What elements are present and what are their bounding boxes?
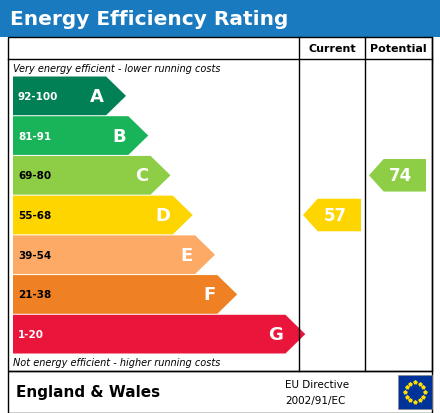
Text: 39-54: 39-54: [18, 250, 51, 260]
Bar: [0, 0, 440, 38]
Polygon shape: [13, 196, 193, 235]
Text: Potential: Potential: [370, 44, 427, 54]
Polygon shape: [13, 77, 126, 116]
Text: G: G: [268, 325, 283, 343]
Text: C: C: [136, 167, 149, 185]
Text: Current: Current: [308, 44, 356, 54]
Text: 74: 74: [389, 167, 412, 185]
Text: F: F: [203, 286, 215, 304]
Text: 2002/91/EC: 2002/91/EC: [285, 395, 345, 406]
Text: 1-20: 1-20: [18, 329, 44, 339]
Polygon shape: [303, 199, 361, 232]
Text: Not energy efficient - higher running costs: Not energy efficient - higher running co…: [13, 358, 220, 368]
Text: Very energy efficient - lower running costs: Very energy efficient - lower running co…: [13, 63, 220, 74]
Text: 57: 57: [323, 206, 346, 224]
Text: 92-100: 92-100: [18, 92, 59, 102]
Text: 55-68: 55-68: [18, 211, 51, 221]
Text: 21-38: 21-38: [18, 290, 51, 300]
Text: A: A: [90, 88, 104, 106]
Text: EU Directive: EU Directive: [285, 380, 349, 389]
Text: E: E: [181, 246, 193, 264]
Text: England & Wales: England & Wales: [16, 385, 160, 399]
Text: B: B: [113, 127, 126, 145]
Text: Energy Efficiency Rating: Energy Efficiency Rating: [10, 9, 288, 28]
Polygon shape: [13, 117, 148, 156]
Polygon shape: [13, 236, 215, 274]
Polygon shape: [13, 157, 170, 195]
Bar: [8, 371, 432, 413]
Polygon shape: [13, 275, 237, 314]
Bar: [398, 375, 432, 409]
Text: D: D: [156, 206, 171, 224]
Text: 81-91: 81-91: [18, 131, 51, 141]
Polygon shape: [369, 159, 426, 192]
Polygon shape: [13, 315, 305, 354]
Text: 69-80: 69-80: [18, 171, 51, 181]
Bar: [8, 38, 432, 371]
